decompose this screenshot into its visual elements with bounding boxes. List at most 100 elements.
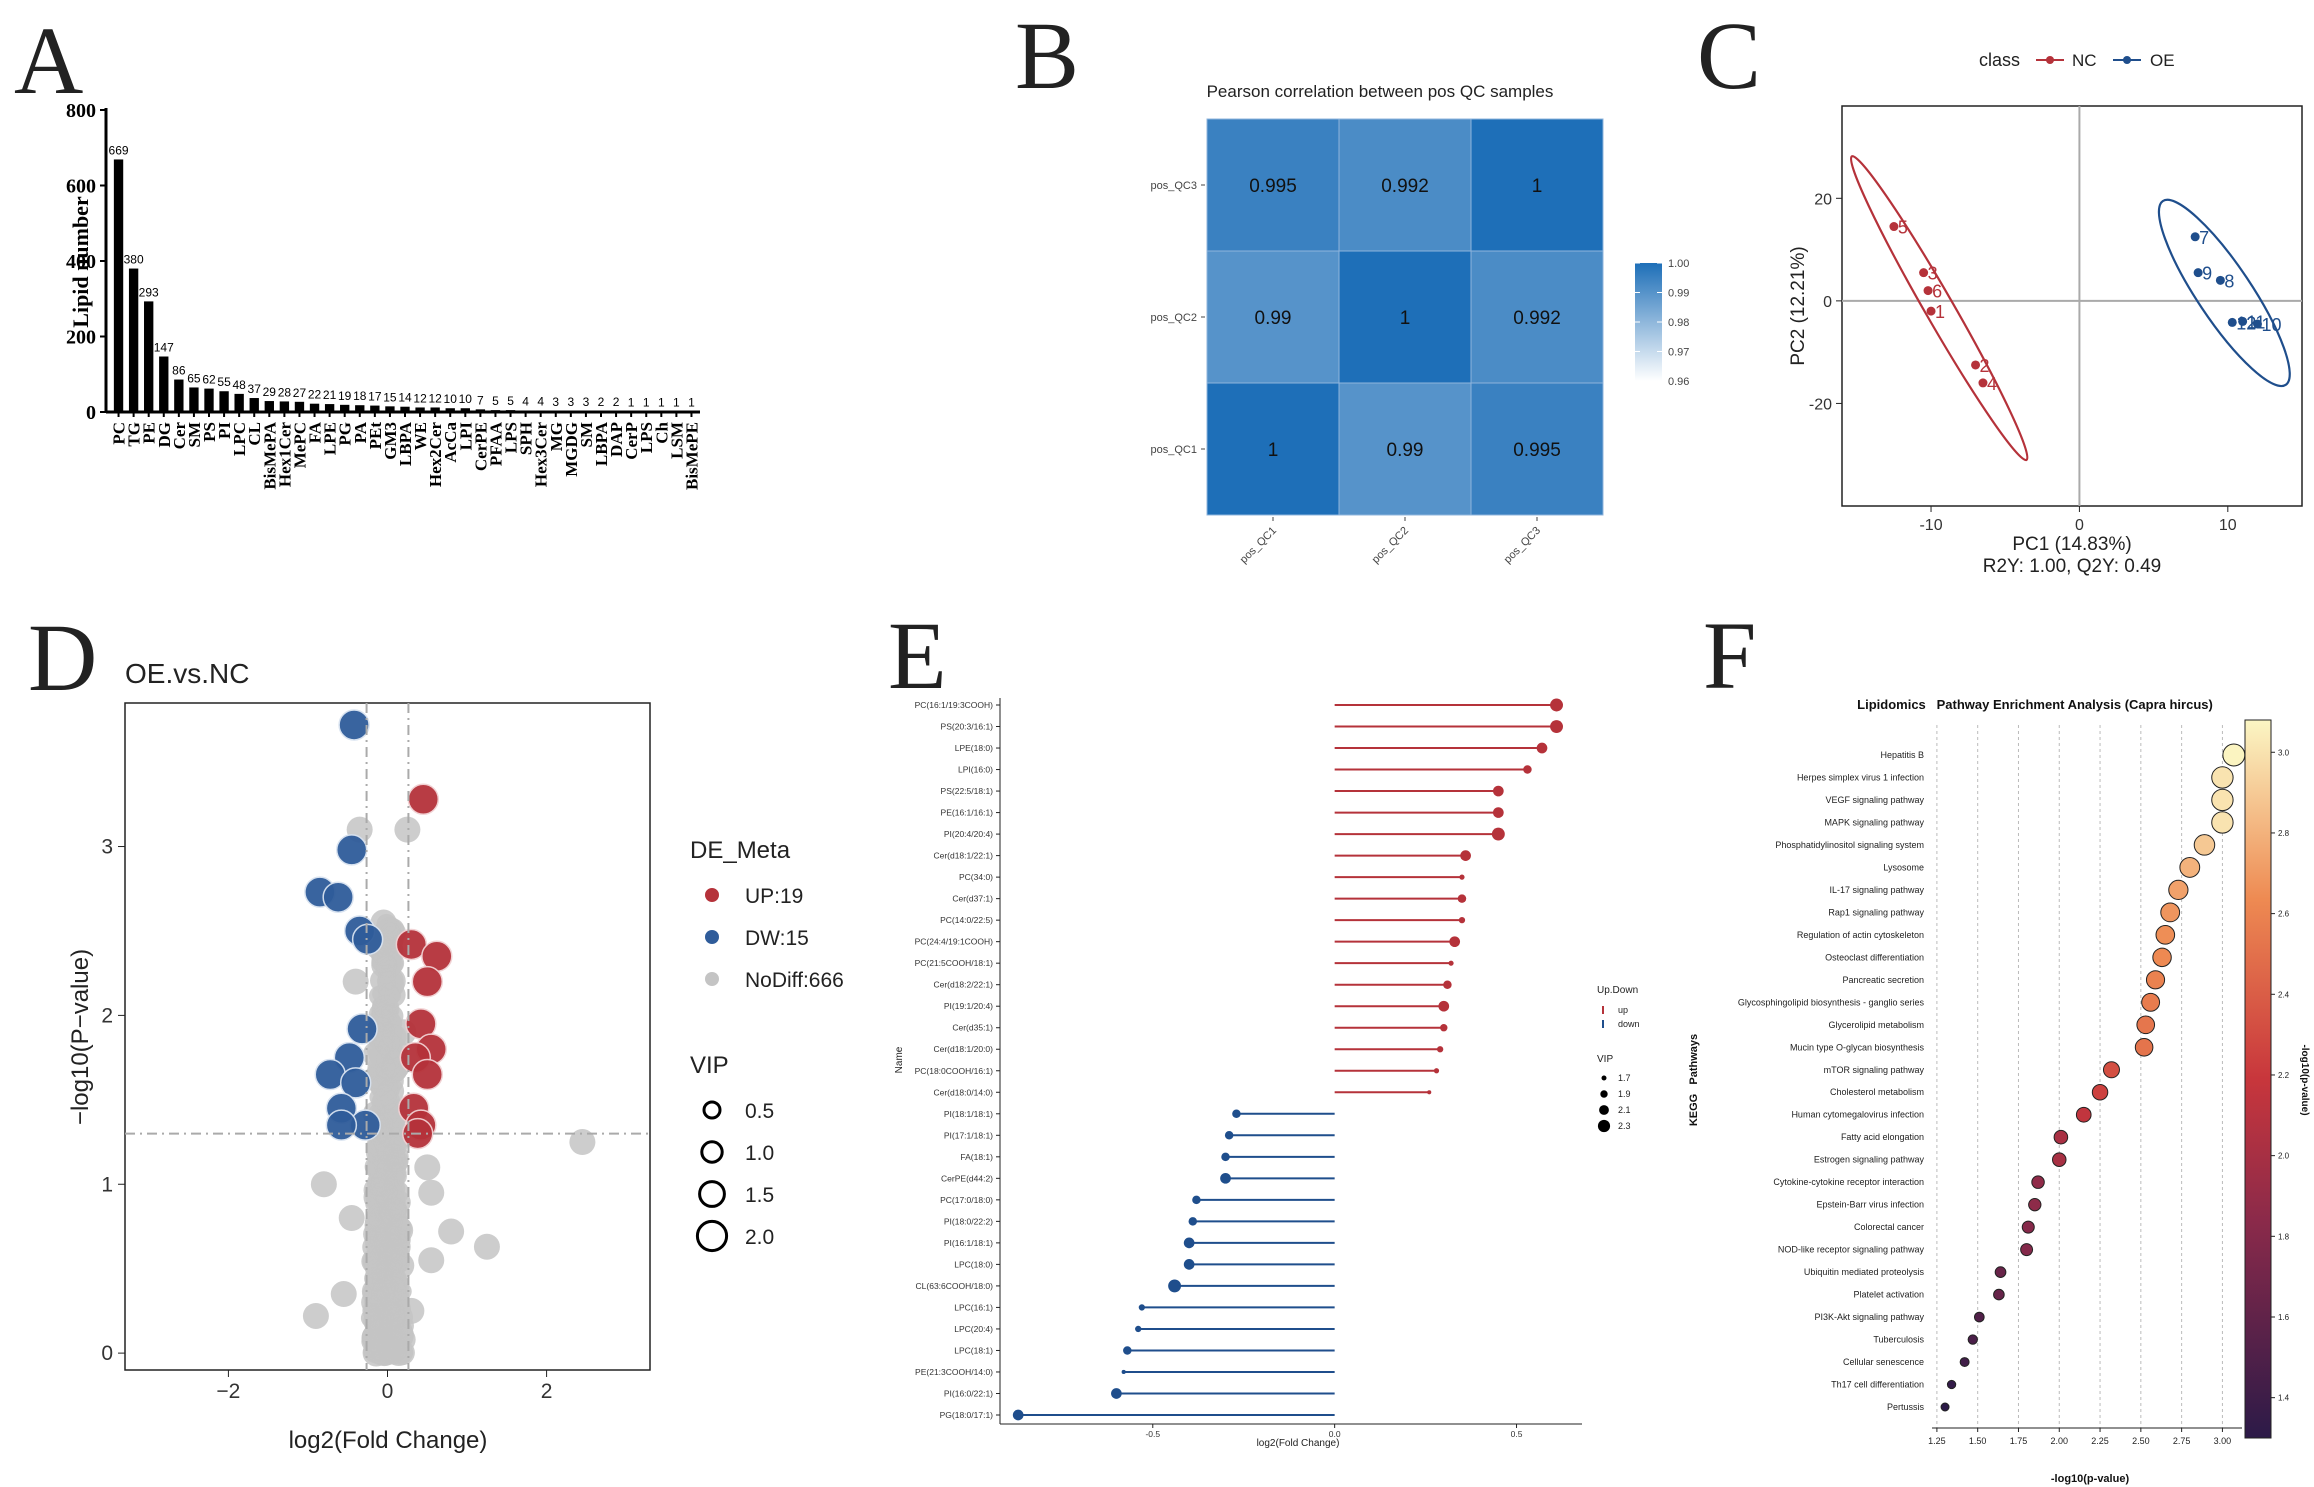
panel-f-point [2193,834,2216,856]
panel-e-ylabel: Name [894,1046,905,1073]
panel-d-volcano: OE.vs.NC −2 0 2 0 1 2 3 log2(Fold Change) −log… [67,658,844,1454]
panel-a-bar [460,408,470,412]
panel-e-point [1220,1172,1231,1184]
panel-a-value-label: 21 [323,388,337,402]
panel-f-point [2141,992,2161,1012]
panel-f-point [2031,1175,2045,1189]
panel-d-point-nodiff [438,1218,465,1245]
panel-e-point [1121,1369,1126,1375]
panel-a-category-label: LPS [637,422,656,453]
panel-d-legend-marker [705,888,719,902]
panel-e-xtick-label: 0.0 [1329,1429,1341,1439]
panel-e-item-label: PI(18:1/18:1) [944,1109,993,1119]
panel-f-point [2211,788,2234,812]
panel-f-point [2075,1106,2092,1123]
panel-a-value-label: 10 [459,392,473,406]
panel-e-point [1111,1388,1122,1399]
panel-b-colorbar-label: 1.00 [1668,258,1689,270]
panel-a-bar [385,406,395,412]
panel-a-category-label: MGDG [562,422,581,477]
panel-letter-e: E [888,602,947,709]
panel-f-point [1959,1357,1970,1368]
panel-b-cells: pos_QC3 0.995 0.992 1 pos_QC2 0.99 1 0.992 pos_Q… [1151,118,1604,566]
panel-e-point [1443,980,1452,989]
panel-f-xtick-label: 1.25 [1928,1436,1946,1446]
panel-a-category-label: LPI [456,422,475,451]
panel-e-point [1550,720,1563,733]
panel-e-xtick-label: 0.5 [1511,1429,1523,1439]
panel-d-point-nodiff [569,1129,596,1156]
panel-d-point-down [322,881,354,913]
panel-f-point [2020,1243,2034,1257]
panel-a-bars: 669PC380TG293PE147DG86Cer65SM62PS55PI48L… [109,143,702,490]
panel-a-value-label: 65 [187,371,201,385]
panel-c-ytick-label: 20 [1814,191,1832,208]
panel-d-ytick-label: 0 [101,1342,113,1365]
panel-a-value-label: 3 [583,395,590,409]
panel-a-value-label: 2 [598,395,605,409]
panel-a-ytick-label: 800 [66,100,96,122]
panel-f-pathway-label: NOD-like receptor signaling pathway [1778,1245,1925,1255]
panel-d-point-nodiff [383,1319,400,1336]
panel-c-ylabel: PC2 (12.21%) [1788,246,1809,365]
panel-a-category-label: PG [336,422,355,446]
panel-d-point-up [411,965,444,998]
panel-a-value-label: 29 [263,385,277,399]
panel-b-col-label: pos_QC3 [1502,525,1543,566]
panel-a-category-label: Ch [652,421,671,443]
panel-d-vip-marker [698,1180,726,1208]
panel-a-value-label: 1 [673,396,680,410]
panel-b-cell [1338,382,1472,516]
panel-e-lollipop: PC(16:1/19:3COOH) PS(20:3/16:1) LPE(18:0) L… [894,698,1640,1449]
panel-e-item-label: LPC(20:4) [954,1324,993,1334]
panel-e-legend-label: up [1618,1005,1628,1015]
panel-e-item-label: Cer(d18:1/22:1) [933,851,993,861]
panel-a-category-label: PS [200,422,219,442]
panel-d-point-nodiff [374,1036,393,1055]
panel-a-category-label: SPH [517,422,536,455]
panel-e-item-label: LPI(16:0) [958,765,993,775]
panel-a-bar [249,398,259,412]
panel-a-value-label: 3 [552,395,559,409]
panel-a-value-label: 19 [338,389,352,403]
panel-f-point [2053,1129,2069,1145]
panel-a-category-label: FA [306,421,325,443]
panel-b-cell-label: 1 [1400,308,1411,329]
panel-c-xtick-label: -10 [1919,517,1942,534]
panel-a-ylabel: Lipid number [68,196,93,328]
panel-a-value-label: 48 [232,378,246,392]
panel-e-item-label: Cer(d35:1) [952,1023,993,1033]
panel-f-point [2134,1037,2154,1057]
panel-a-category-label: PFAA [486,421,505,466]
panel-e-point [1188,1217,1198,1226]
panel-f-colorbar-label: 3.0 [2278,748,2290,757]
panel-a-bar [355,405,365,412]
panel-e-item-label: PI(16:0/22:1) [944,1388,993,1398]
panel-a-bar [370,405,380,412]
panel-d-point-nodiff [394,816,421,843]
panel-c-point-label: 7 [2199,228,2209,248]
panel-d-point-nodiff [380,1280,396,1296]
panel-d-point-nodiff [377,954,396,973]
panel-e-legend-label: down [1618,1019,1640,1029]
panel-b-cell-label: 1 [1532,176,1543,197]
panel-c-point [1923,286,1933,296]
panel-f-point [2152,947,2172,968]
panel-a-category-label: TG [125,422,144,447]
panel-d-vip-label: 1.0 [745,1142,774,1165]
panel-d-legend-label: DW:15 [745,927,809,950]
panel-d-point-nodiff [310,1171,337,1198]
panel-a-bar [611,411,621,412]
panel-e-point [1168,1279,1182,1293]
panel-f-pathway-label: Glycosphingolipid biosynthesis - ganglio… [1738,997,1925,1007]
panel-d-point-nodiff [473,1233,500,1260]
panel-d-point-down [351,923,384,956]
panel-d-ytick-label: 3 [101,836,113,859]
panel-c-point-label: 9 [2202,264,2212,284]
panel-d-vip-marker [695,1219,729,1253]
panel-f-pathway-label: PI3K-Akt signaling pathway [1814,1312,1924,1322]
panel-d-legend-title: DE_Meta [690,837,791,864]
panel-d-point-nodiff [394,1282,412,1301]
panel-a-bar [415,407,425,412]
